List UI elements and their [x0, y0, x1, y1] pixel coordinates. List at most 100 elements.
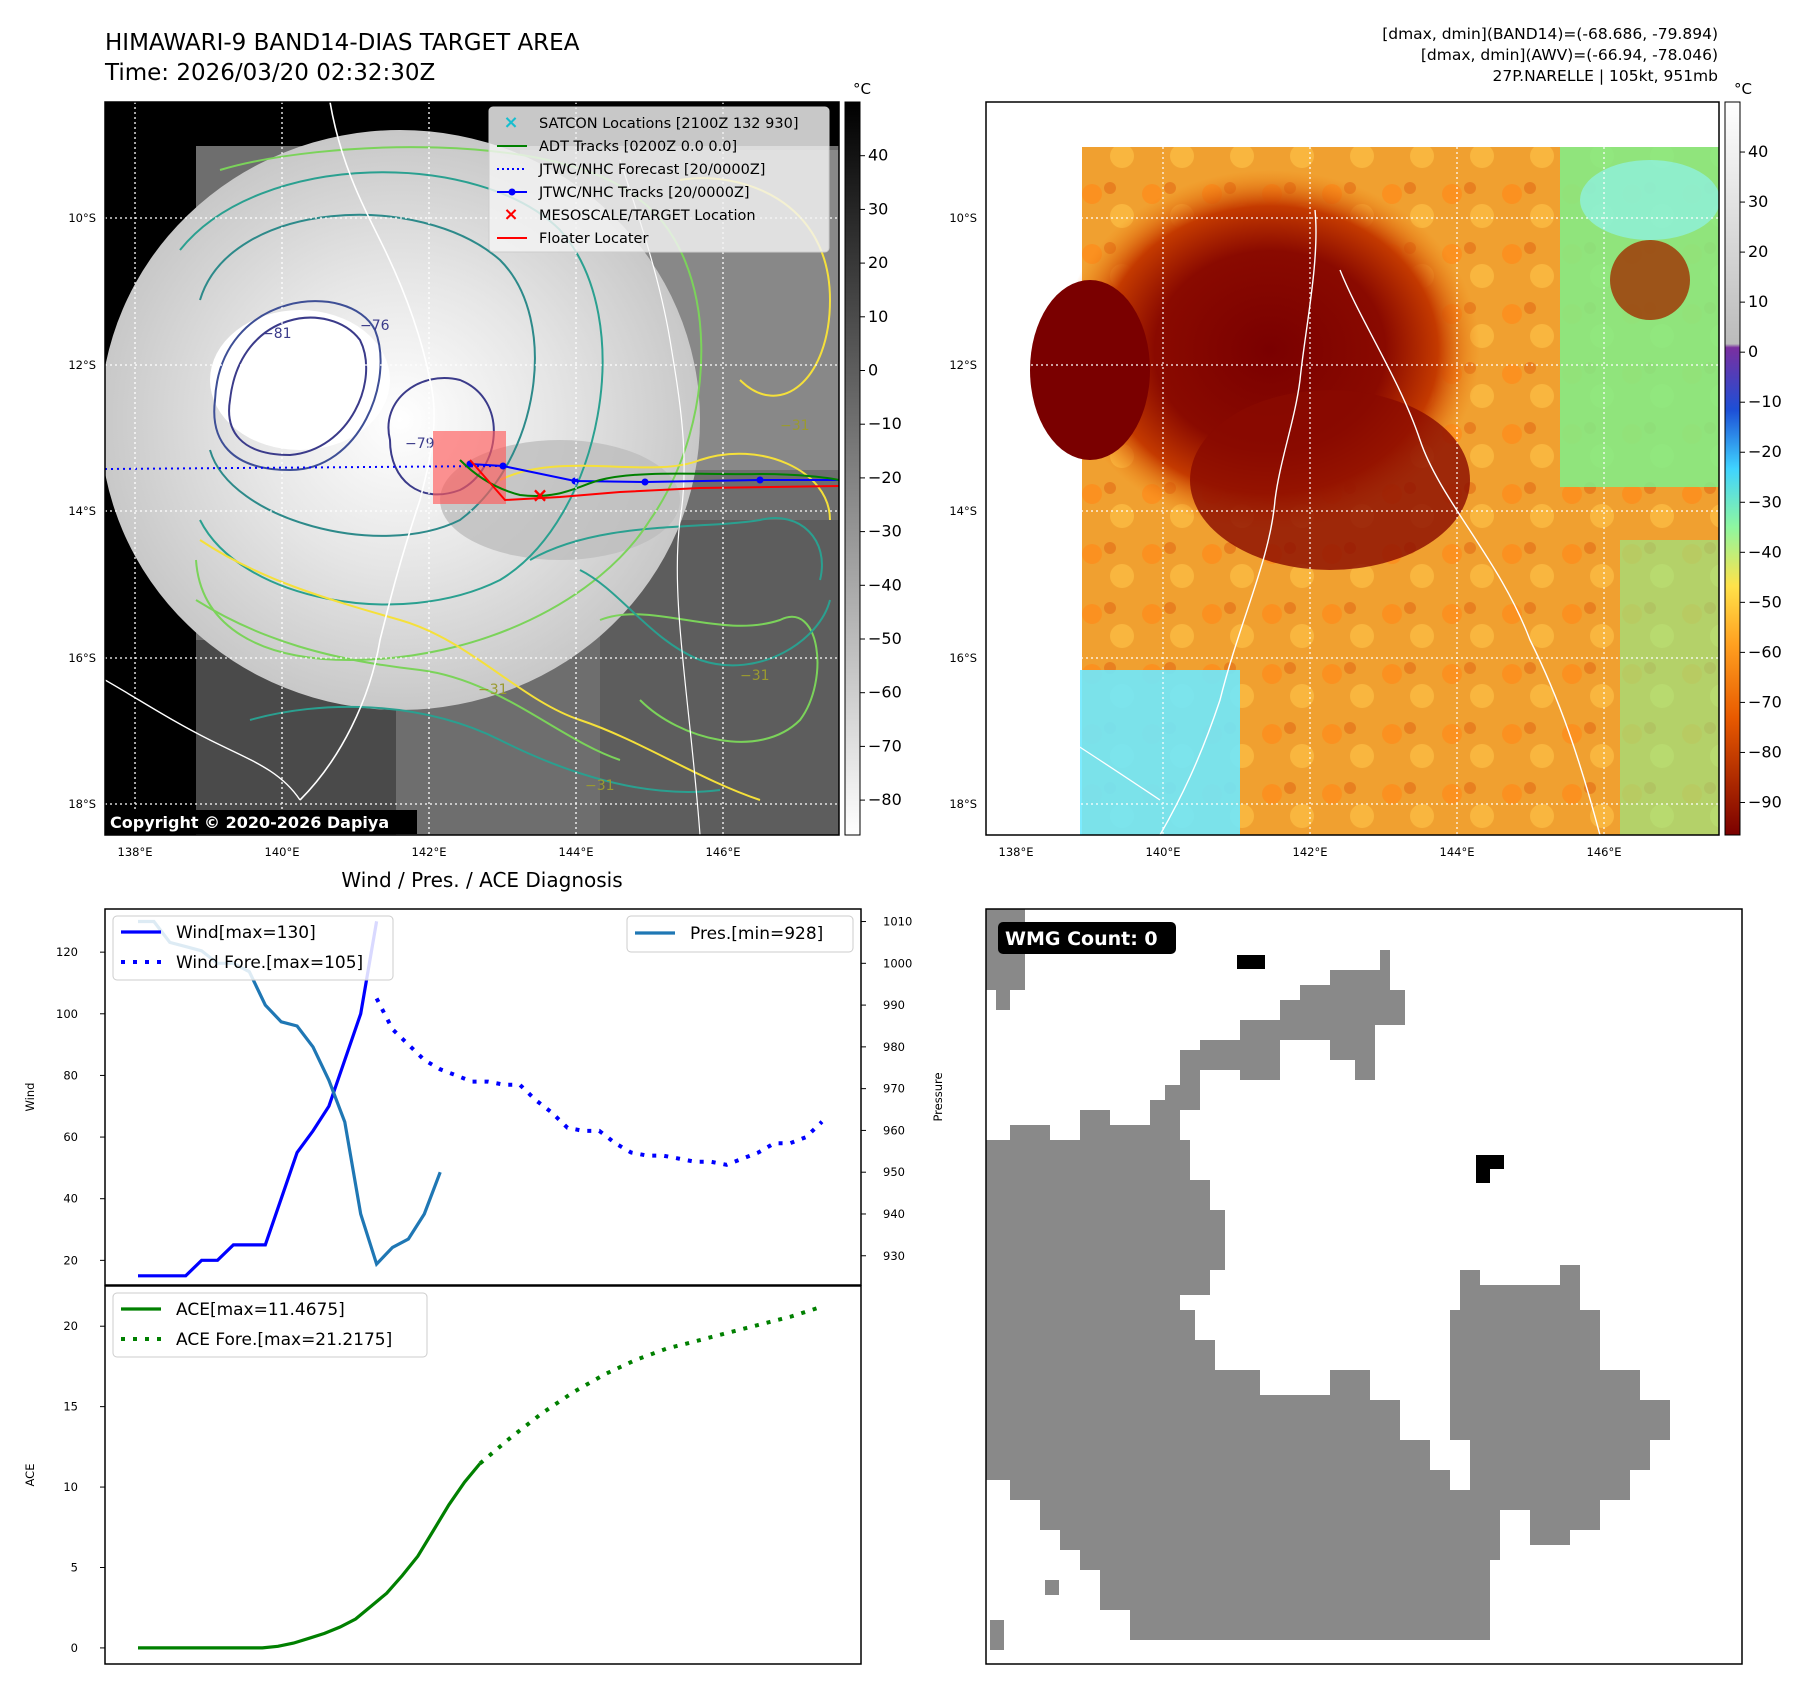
band14-colorbar — [844, 101, 861, 836]
contour-label: −31 — [780, 418, 810, 434]
wind-ylabel: Wind — [23, 1083, 37, 1112]
lon-label: 140°E — [265, 845, 300, 859]
lon-label: 138°E — [118, 845, 153, 859]
lon-label: 140°E — [1146, 845, 1181, 859]
map-legend: × SATCON Locations [2100Z 132 930] ADT T… — [488, 106, 830, 253]
band14-colorbar-tick-label: −50 — [868, 629, 902, 648]
legend-target: MESOSCALE/TARGET Location — [539, 208, 756, 224]
lat-label: 16°S — [949, 651, 977, 665]
band14-colorbar-tick-label: −10 — [868, 414, 902, 433]
legend-satcon: SATCON Locations [2100Z 132 930] — [539, 116, 798, 132]
pressure-ytick-tick-label: 930 — [883, 1249, 905, 1263]
pressure-ytick-tick-label: 1000 — [883, 956, 912, 970]
legend-floater: Floater Locater — [539, 231, 648, 247]
contour-label: −79 — [405, 436, 435, 452]
ace-series-line — [138, 1462, 482, 1650]
lat-label: 14°S — [949, 504, 977, 518]
band14-colorbar-tick-label: 0 — [868, 360, 878, 379]
band14-colorbar-tick-label: 20 — [868, 253, 888, 272]
awv-colorbar — [1724, 101, 1741, 836]
band14-colorbar-tick-label: −40 — [868, 575, 902, 594]
awv-colorbar-tick-label: 30 — [1748, 192, 1768, 211]
wind-ytick-tick-label: 20 — [63, 1253, 78, 1267]
legend-pressure: Pres.[min=928] — [690, 924, 823, 944]
legend-ace: ACE[max=11.4675] — [176, 1300, 345, 1320]
diagnosis-panel: Wind / Pres. / ACE Diagnosis 20406080100… — [23, 868, 945, 1665]
awv-colorbar-unit: °C — [1734, 80, 1752, 98]
cloud-shield — [105, 130, 700, 710]
band14-range-text: [dmax, dmin](BAND14)=(-68.686, -79.894) — [1382, 25, 1718, 43]
wind-ytick-tick-label: 100 — [56, 1007, 78, 1021]
band14-colorbar-tick-label: −60 — [868, 683, 902, 702]
awv-colorbar-tick-label: −60 — [1748, 642, 1782, 661]
jtwc-best-track — [469, 463, 839, 484]
legend-tracks: JTWC/NHC Tracks [20/0000Z] — [538, 185, 750, 201]
legend-ace-fore: ACE Fore.[max=21.2175] — [176, 1330, 392, 1350]
copyright-text: Copyright © 2020-2026 Dapiya — [110, 813, 389, 832]
lon-label: 142°E — [1293, 845, 1328, 859]
band14-colorbar-tick-label: −70 — [868, 736, 902, 755]
wind-ytick-tick-label: 80 — [63, 1068, 78, 1082]
contour-label: −81 — [262, 326, 292, 342]
contour-label: −31 — [478, 682, 508, 698]
lat-label: 10°S — [68, 211, 96, 225]
band14-colorbar-tick-label: −20 — [868, 468, 902, 487]
figure-time: Time: 2026/03/20 02:32:30Z — [104, 60, 435, 86]
awv-colorbar-tick-label: 40 — [1748, 142, 1768, 161]
pressure-ytick-tick-label: 960 — [883, 1123, 905, 1137]
legend-wind: Wind[max=130] — [176, 923, 316, 943]
adt-track — [459, 459, 839, 497]
pressure-ytick-tick-label: 970 — [883, 1082, 905, 1096]
map-lon-labels: 138°E 140°E 142°E 144°E 146°E — [118, 845, 741, 859]
wmg-count-badge — [998, 922, 1176, 954]
awv-range-text: [dmax, dmin](AWV)=(-66.94, -78.046) — [1421, 46, 1718, 64]
ace-ytick-tick-label: 0 — [71, 1641, 78, 1655]
awv-lon-labels: 138°E 140°E 142°E 144°E 146°E — [999, 845, 1622, 859]
pressure-ytick-tick-label: 1010 — [883, 915, 912, 929]
wind-ytick-tick-label: 40 — [63, 1192, 78, 1206]
wind-series-line — [138, 921, 379, 1278]
legend-wind-fore: Wind Fore.[max=105] — [176, 953, 363, 973]
lat-label: 18°S — [949, 797, 977, 811]
colorbar-unit: °C — [853, 80, 871, 98]
ace-yticks: 0 5 10 15 20 — [63, 1319, 105, 1655]
lat-label: 14°S — [68, 504, 96, 518]
awv-gridlines — [986, 102, 1719, 835]
awv-colorbar-tick-label: 0 — [1748, 342, 1758, 361]
wind-ytick-tick-label: 120 — [56, 945, 78, 959]
awv-colorbar-tick-label: −30 — [1748, 492, 1782, 511]
pressure-legend: Pres.[min=928] — [626, 915, 854, 953]
map-lat-labels: 10°S 12°S 14°S 16°S 18°S — [68, 211, 96, 811]
lat-label: 12°S — [949, 358, 977, 372]
lat-label: 12°S — [68, 358, 96, 372]
band14-colorbar-ticks: 40 30 20 10 0 −10 −20 −30 −40 −50 −60 −70 −80 — [860, 146, 902, 809]
ace-ytick-tick-label: 20 — [63, 1319, 78, 1333]
lat-label: 10°S — [949, 211, 977, 225]
wind-legend: Wind[max=130] Wind Fore.[max=105] — [112, 915, 394, 981]
target-legend-icon: × — [503, 204, 518, 225]
wind-forecast-series-line — [374, 997, 824, 1167]
lat-label: 18°S — [68, 797, 96, 811]
legend-adt: ADT Tracks [0200Z 0.0 0.0] — [539, 139, 737, 155]
ace-legend: ACE[max=11.4675] ACE Fore.[max=21.2175] — [112, 1292, 428, 1358]
pressure-ylabel: Pressure — [931, 1072, 945, 1121]
awv-colorbar-tick-label: −70 — [1748, 692, 1782, 711]
pressure-ytick-tick-label: 990 — [883, 998, 905, 1012]
contour-81 — [228, 316, 368, 457]
band14-colorbar-tick-label: −30 — [868, 522, 902, 541]
contour-label: −31 — [740, 668, 770, 684]
ace-forecast-series-line — [478, 1304, 823, 1466]
pressure-yticks: 930 940 950 960 970 980 990 1000 1010 — [861, 915, 912, 1263]
pressure-ytick-tick-label: 940 — [883, 1207, 905, 1221]
awv-colorbar-tick-label: −20 — [1748, 442, 1782, 461]
figure-title: HIMAWARI-9 BAND14-DIAS TARGET AREA — [105, 30, 580, 56]
lon-label: 146°E — [706, 845, 741, 859]
pressure-ytick-tick-label: 980 — [883, 1040, 905, 1054]
lat-label: 16°S — [68, 651, 96, 665]
lon-label: 142°E — [412, 845, 447, 859]
awv-coastline — [1159, 209, 1317, 835]
ace-ylabel: ACE — [23, 1464, 37, 1487]
wmg-dark-cell — [1237, 955, 1265, 969]
band14-map-panel: × −81 −76 −79 −31 −31 −31 −31 × SATC — [68, 80, 901, 859]
